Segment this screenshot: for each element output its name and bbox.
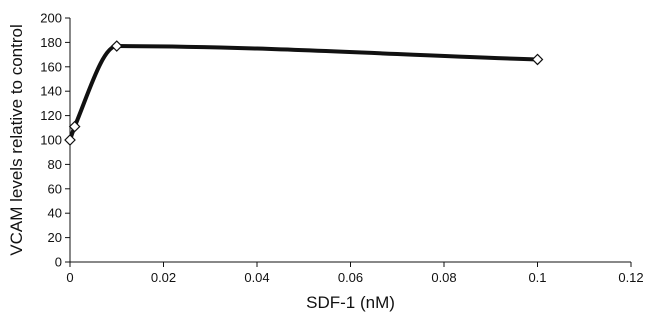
x-tick-label: 0 [66, 270, 73, 285]
x-tick-label: 0.12 [618, 270, 643, 285]
y-tick-label: 200 [40, 11, 62, 26]
y-axis-title: VCAM levels relative to control [7, 24, 26, 255]
series-line [68, 44, 540, 142]
data-markers [64, 40, 544, 146]
series-layer [68, 44, 540, 142]
data-point-marker [64, 134, 76, 146]
data-point-marker [68, 120, 81, 133]
data-point-marker [531, 53, 544, 66]
axes [69, 18, 631, 263]
y-tick-label: 160 [40, 59, 62, 74]
y-tick-label: 80 [48, 157, 62, 172]
y-tick-label: 40 [48, 206, 62, 221]
y-tick-label: 20 [48, 230, 62, 245]
x-tick-label: 0.02 [151, 270, 176, 285]
x-axis-title: SDF-1 (nM) [306, 293, 395, 312]
axis-ticks: 0 20 40 60 80 100 120 140 160 180 200 0 0.02 0.04 0.06… [40, 11, 643, 286]
data-point-marker [110, 40, 123, 52]
x-tick-label: 0.06 [338, 270, 363, 285]
y-tick-label: 180 [40, 35, 62, 50]
y-tick-label: 60 [48, 181, 62, 196]
y-tick-label: 0 [55, 255, 62, 270]
x-tick-label: 0.1 [528, 270, 546, 285]
y-tick-label: 140 [40, 84, 62, 99]
x-tick-label: 0.08 [431, 270, 456, 285]
x-tick-label: 0.04 [244, 270, 269, 285]
y-tick-label: 100 [40, 133, 62, 148]
y-tick-label: 120 [40, 108, 62, 123]
